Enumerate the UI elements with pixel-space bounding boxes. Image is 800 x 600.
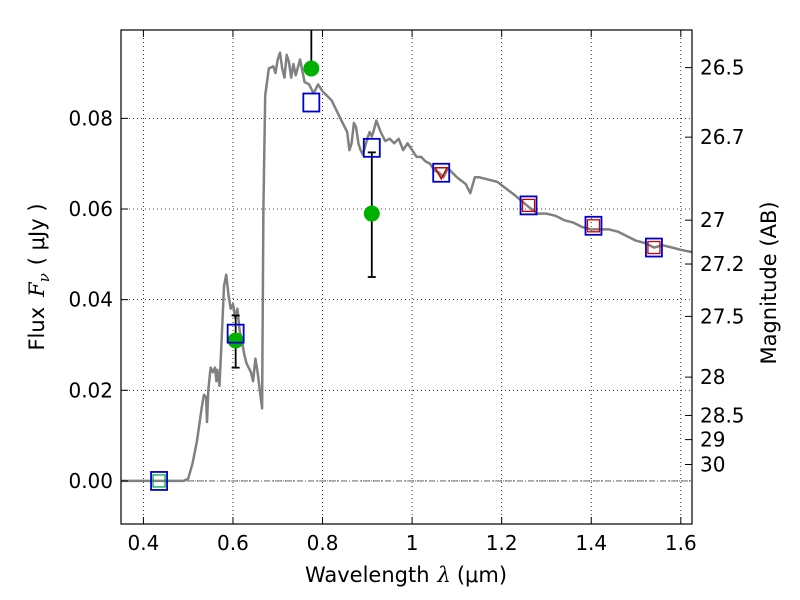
magnitude-tick-label: 27	[700, 208, 725, 232]
y-tick-label: 0.06	[68, 197, 113, 221]
model-square-marker	[521, 198, 536, 213]
x-tick-label: 0.8	[307, 531, 339, 555]
synthetic-point	[226, 323, 245, 344]
y-tick-label: 0.08	[68, 106, 113, 130]
magnitude-tick-label: 27.5	[700, 304, 745, 328]
model-spectrum	[121, 51, 693, 483]
y-axis-label: FluxFν( μJy )	[25, 203, 53, 350]
y-tick-label: 0.04	[68, 288, 113, 312]
y-tick-label: 0.02	[68, 378, 113, 402]
magnitude-tick-label: 26.7	[700, 125, 745, 149]
magnitude-tick-label: 28.5	[700, 403, 745, 427]
x-tick-label: 1	[406, 531, 419, 555]
observed-points	[227, 60, 380, 349]
x-tick-label: 0.6	[217, 531, 249, 555]
synthetic-photometry-points	[150, 92, 663, 491]
synthetic-point	[362, 137, 381, 158]
magnitude-tick-label: 26.5	[700, 56, 745, 80]
synthetic-point	[519, 195, 538, 216]
magnitude-tick-label: 27.2	[700, 252, 745, 276]
model-square-marker	[586, 219, 601, 233]
x-tick-label: 1.4	[575, 531, 607, 555]
y-axis-ticks: 0.00 0.02 0.04 0.06 0.08	[68, 106, 128, 493]
y-tick-label: 0.00	[68, 469, 113, 493]
x-axis-label: Wavelength λ (μm)	[305, 563, 507, 587]
spectrum-line	[121, 51, 693, 483]
plot-frame	[120, 29, 693, 525]
synthetic-point	[150, 471, 168, 491]
magnitude-tick-label: 28	[700, 365, 725, 389]
synthetic-point	[432, 162, 451, 183]
grid-lines	[121, 30, 692, 524]
synthetic-point	[302, 92, 321, 113]
observed-point	[227, 332, 244, 349]
magnitude-axis-label: Magnitude (AB)	[757, 201, 781, 364]
model-triangle-marker	[433, 167, 449, 181]
observed-point	[303, 60, 320, 77]
x-tick-label: 1.6	[665, 531, 697, 555]
inner-markers	[152, 167, 661, 488]
x-tick-label: 0.4	[127, 531, 159, 555]
synthetic-point	[645, 237, 663, 258]
observed-point	[363, 205, 380, 222]
model-square-marker	[647, 240, 661, 255]
synthetic-point	[584, 215, 603, 236]
x-axis-ticks: 0.4 0.6 0.8 1 1.2 1.4 1.6	[127, 30, 697, 555]
model-square-marker	[152, 474, 166, 488]
x-tick-label: 1.2	[486, 531, 518, 555]
magnitude-tick-label: 30	[700, 452, 725, 476]
magnitude-tick-label: 29	[700, 428, 725, 452]
